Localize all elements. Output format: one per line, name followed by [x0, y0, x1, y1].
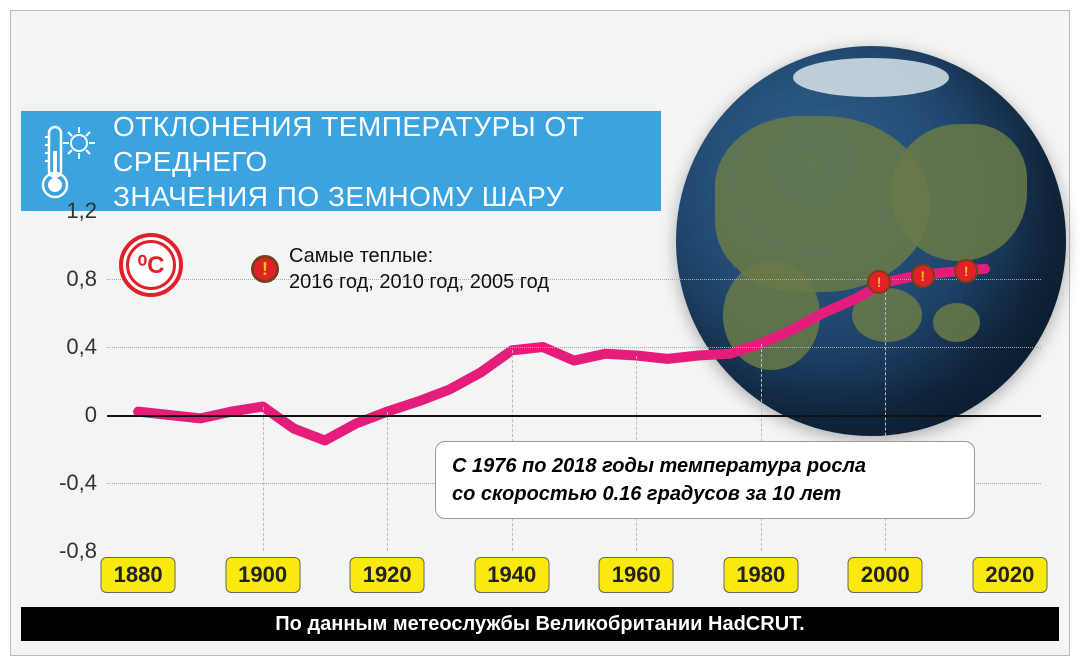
gridline: [107, 347, 1041, 348]
x-axis-year-badge: 1980: [723, 557, 798, 593]
gridline: [107, 279, 1041, 280]
thermometer-sun-icon: [35, 121, 99, 201]
chart-title: ОТКЛОНЕНИЯ ТЕМПЕРАТУРЫ ОТ СРЕДНЕГО ЗНАЧЕ…: [113, 109, 661, 214]
x-axis-year-badge: 1940: [474, 557, 549, 593]
x-axis-year-badge: 2020: [972, 557, 1047, 593]
y-axis-label: 0,4: [41, 334, 97, 360]
title-line-2: ЗНАЧЕНИЯ ПО ЗЕМНОМУ ШАРУ: [113, 179, 661, 214]
x-axis-year-badge: 1960: [599, 557, 674, 593]
y-axis-label: 0,8: [41, 266, 97, 292]
y-axis-label: -0,8: [41, 538, 97, 564]
y-axis-label: -0,4: [41, 470, 97, 496]
x-axis-year-badge: 2000: [848, 557, 923, 593]
x-axis-year-badge: 1900: [225, 557, 300, 593]
warmest-year-marker: !: [911, 264, 935, 288]
zero-line: [107, 415, 1041, 417]
note-line-1: С 1976 по 2018 годы температура росла: [452, 452, 958, 480]
warmest-years: 2016 год, 2010 год, 2005 год: [289, 269, 549, 295]
y-axis-label: 0: [41, 402, 97, 428]
celsius-badge-text: ⁰С: [138, 251, 165, 280]
x-axis-year-badge: 1920: [350, 557, 425, 593]
header-banner: ОТКЛОНЕНИЯ ТЕМПЕРАТУРЫ ОТ СРЕДНЕГО ЗНАЧЕ…: [21, 111, 661, 211]
celsius-badge: ⁰С: [119, 233, 183, 297]
vertical-gridline: [387, 412, 388, 551]
warmest-label: Самые теплые:: [289, 243, 549, 269]
warmest-years-legend: ! Самые теплые: 2016 год, 2010 год, 2005…: [251, 243, 549, 295]
data-source-footer: По данным метеослужбы Великобритании Had…: [21, 607, 1059, 641]
warmest-year-marker: !: [954, 259, 978, 283]
x-axis-year-badge: 1880: [101, 557, 176, 593]
y-axis-label: 1,2: [41, 198, 97, 224]
vertical-gridline: [263, 407, 264, 552]
note-line-2: со скоростью 0.16 градусов за 10 лет: [452, 480, 958, 508]
warning-icon: !: [251, 255, 279, 283]
chart-container: ОТКЛОНЕНИЯ ТЕМПЕРАТУРЫ ОТ СРЕДНЕГО ЗНАЧЕ…: [10, 10, 1070, 656]
title-line-1: ОТКЛОНЕНИЯ ТЕМПЕРАТУРЫ ОТ СРЕДНЕГО: [113, 109, 661, 179]
footer-text: По данным метеослужбы Великобритании Had…: [275, 613, 804, 636]
trend-note: С 1976 по 2018 годы температура росла со…: [435, 441, 975, 519]
